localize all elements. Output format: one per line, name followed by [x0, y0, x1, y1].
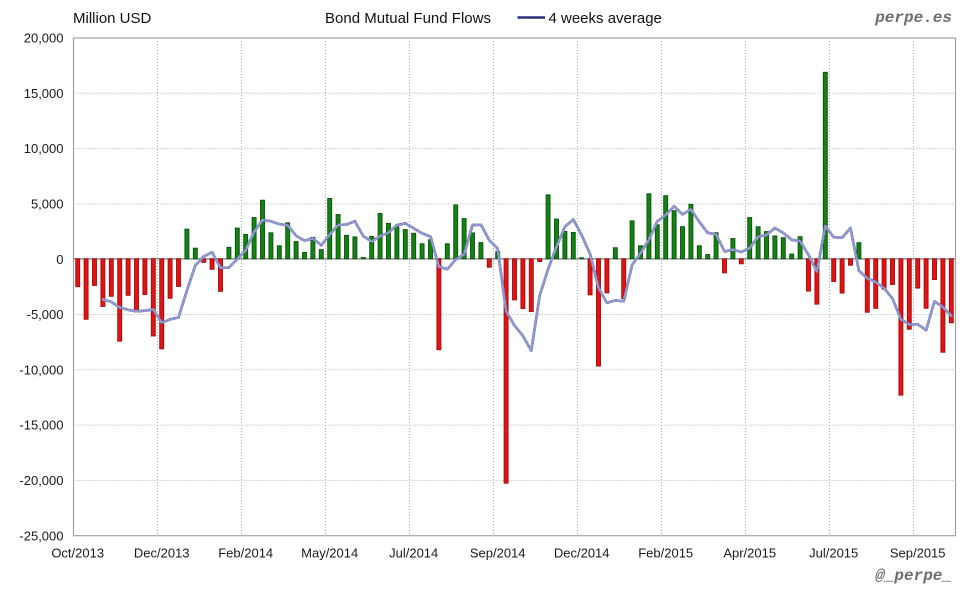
svg-text:Sep/2014: Sep/2014 [470, 546, 526, 561]
svg-text:-25,000: -25,000 [19, 528, 63, 543]
svg-text:15,000: 15,000 [24, 86, 64, 101]
svg-text:Dec/2014: Dec/2014 [554, 546, 610, 561]
svg-text:5,000: 5,000 [31, 197, 64, 212]
svg-text:Bond Mutual Fund Flows: Bond Mutual Fund Flows [325, 10, 491, 27]
svg-text:20,000: 20,000 [24, 31, 64, 46]
svg-text:-20,000: -20,000 [19, 473, 63, 488]
svg-text:Apr/2015: Apr/2015 [723, 546, 776, 561]
svg-text:@_perpe_: @_perpe_ [875, 567, 952, 585]
svg-text:Feb/2014: Feb/2014 [218, 546, 273, 561]
svg-text:Feb/2015: Feb/2015 [638, 546, 693, 561]
svg-text:0: 0 [56, 252, 63, 267]
svg-text:10,000: 10,000 [24, 141, 64, 156]
svg-text:Million USD: Million USD [73, 10, 152, 27]
svg-text:-15,000: -15,000 [19, 418, 63, 433]
svg-text:May/2014: May/2014 [301, 546, 358, 561]
svg-text:-10,000: -10,000 [19, 362, 63, 377]
svg-text:-5,000: -5,000 [27, 307, 64, 322]
svg-text:Dec/2013: Dec/2013 [134, 546, 190, 561]
svg-text:Oct/2013: Oct/2013 [51, 546, 104, 561]
svg-text:perpe.es: perpe.es [874, 9, 952, 27]
svg-text:Sep/2015: Sep/2015 [890, 546, 946, 561]
svg-text:Jul/2015: Jul/2015 [809, 546, 858, 561]
svg-text:4 weeks average: 4 weeks average [549, 10, 662, 27]
svg-text:Jul/2014: Jul/2014 [389, 546, 438, 561]
